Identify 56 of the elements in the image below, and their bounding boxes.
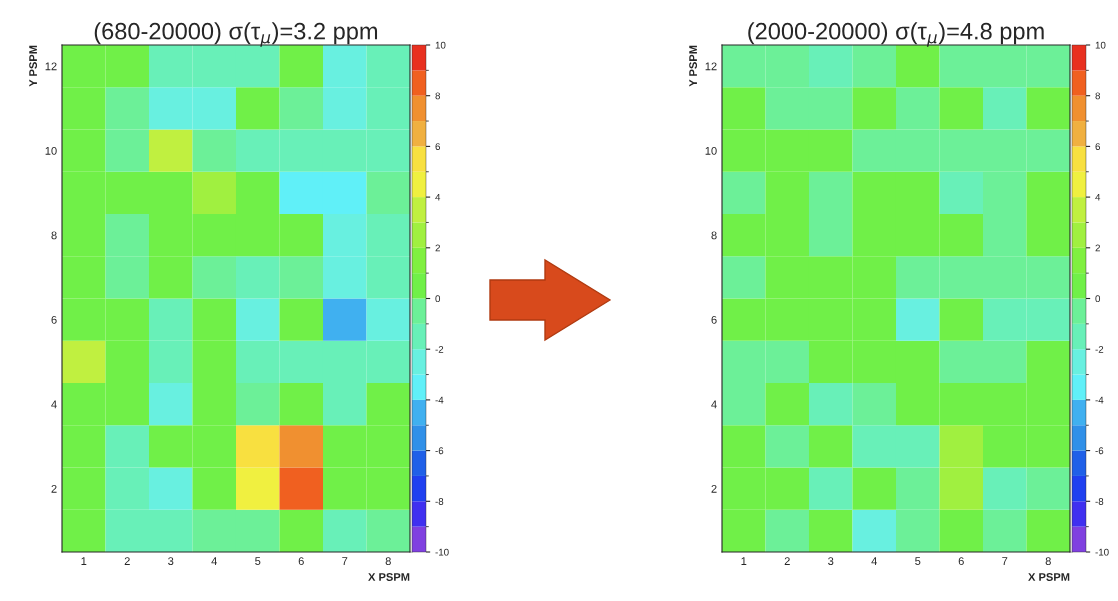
x-tick-label: 6: [298, 557, 304, 566]
x-tick-label: 5: [255, 557, 261, 566]
color-bar-label: -10: [1095, 548, 1109, 556]
x-axis-title: X PSPM: [368, 573, 410, 581]
color-bar-label: -4: [435, 396, 444, 404]
color-bar-label: 0: [435, 295, 441, 303]
y-tick-label: 2: [51, 484, 57, 493]
y-axis-title: Y PSPM: [689, 45, 698, 87]
chart-title: (2000-20000) σ(τ$_{μ}$)=4.8 ppm: [748, 22, 1044, 47]
y-tick-label: 4: [51, 400, 57, 409]
x-tick-label: 8: [1045, 557, 1051, 566]
y-tick-label: 2: [711, 484, 717, 493]
y-tick-label: 12: [705, 62, 717, 71]
x-tick-label: 1: [741, 557, 747, 565]
color-bar-label: -6: [1095, 447, 1104, 455]
color-bar-label: -4: [1095, 396, 1104, 404]
color-bar-label: -8: [435, 498, 444, 505]
color-bar-label: 4: [435, 193, 441, 201]
x-tick-label: 3: [828, 557, 834, 566]
y-tick-label: 12: [45, 62, 57, 71]
color-bar-label: 2: [1095, 244, 1100, 252]
color-bar-label: -2: [435, 345, 444, 353]
x-tick-label: 2: [784, 557, 790, 565]
color-bar-label: -6: [435, 447, 444, 455]
x-tick-label: 7: [1002, 557, 1008, 565]
y-tick-label: 6: [711, 315, 717, 324]
chart-title: (680-20000) σ(τ$_{μ}$)=3.2 ppm: [94, 22, 378, 47]
y-tick-label: 8: [711, 231, 717, 240]
color-bar-label: 2: [435, 244, 440, 252]
x-tick-label: 3: [168, 557, 174, 566]
x-tick-label: 4: [211, 557, 218, 565]
color-bar-label: 4: [1095, 193, 1101, 201]
y-axis-title: Y PSPM: [29, 45, 38, 87]
color-bar-label: 0: [1095, 295, 1101, 303]
x-tick-label: 6: [958, 557, 964, 566]
color-bar-label: 6: [435, 143, 441, 151]
color-bar-label: 10: [1095, 41, 1106, 49]
x-tick-label: 7: [342, 557, 348, 565]
color-bar-label: -2: [1095, 345, 1104, 353]
x-tick-label: 8: [385, 557, 391, 566]
color-bar-label: 8: [435, 92, 441, 100]
x-tick-label: 2: [124, 557, 130, 565]
y-tick-label: 6: [51, 315, 57, 324]
x-tick-label: 5: [915, 557, 921, 566]
color-bar-label: 8: [1095, 92, 1101, 100]
y-tick-label: 10: [705, 146, 717, 155]
y-tick-label: 4: [711, 400, 717, 409]
color-bar-label: -10: [435, 548, 449, 556]
x-axis-title: X PSPM: [1028, 573, 1070, 581]
color-bar-label: 10: [435, 41, 446, 49]
color-bar-label: -8: [1095, 498, 1104, 505]
color-bar-label: 6: [1095, 143, 1101, 151]
x-tick-label: 4: [871, 557, 878, 565]
x-tick-label: 1: [81, 557, 87, 565]
y-tick-label: 8: [51, 231, 57, 240]
y-tick-label: 10: [45, 146, 57, 155]
